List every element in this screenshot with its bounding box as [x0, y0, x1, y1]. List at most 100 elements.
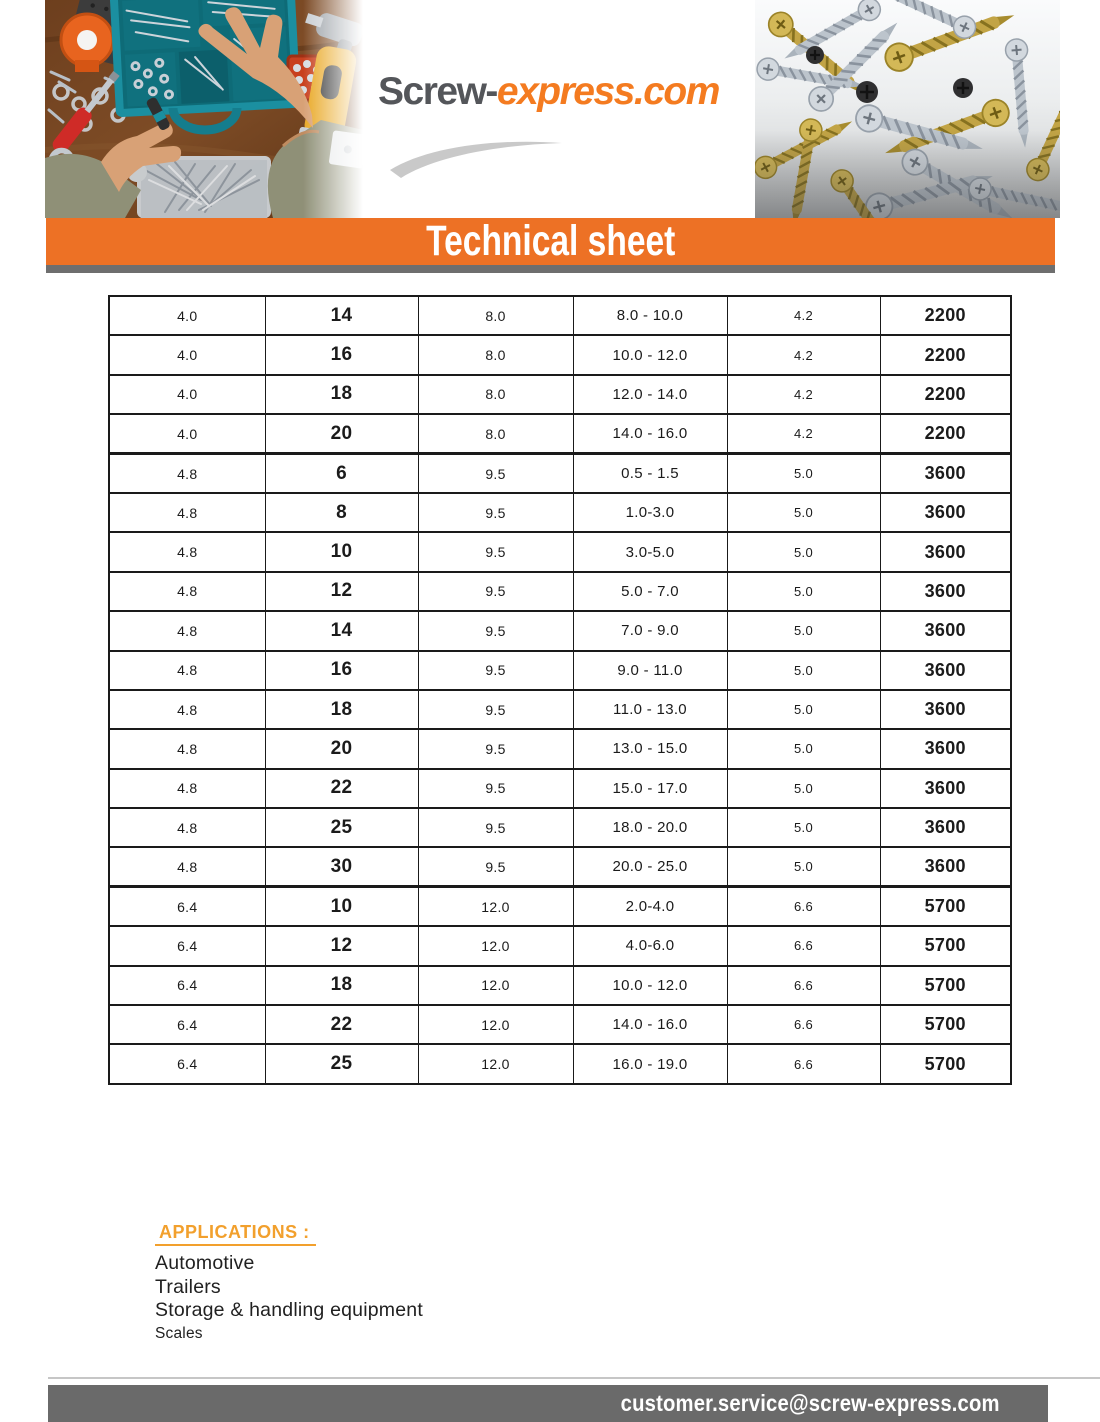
logo-text: Screw-express.com	[378, 70, 738, 114]
table-cell: 6.4	[108, 964, 266, 1007]
table-cell: 4.2	[726, 294, 881, 337]
table-cell: 8.0	[417, 413, 574, 455]
table-cell: 20.0 - 25.0	[572, 846, 728, 888]
table-cell: 5.0	[726, 531, 881, 573]
table-cell: 5700	[879, 1004, 1012, 1046]
logo-text-primary: Screw-	[378, 70, 498, 113]
table-cell: 10.0 - 12.0	[572, 964, 728, 1007]
table-cell: 12	[264, 570, 419, 613]
table-cell: 25	[264, 1043, 419, 1085]
table-cell: 6.4	[108, 885, 266, 928]
table-cell: 5.0	[726, 767, 881, 810]
table-row: 6.4 12 12.0 4.0-6.0 6.6 5700	[108, 925, 1012, 967]
table-cell: 4.0	[108, 373, 266, 416]
logo-text-secondary: express.com	[496, 70, 720, 113]
table-row: 6.4 10 12.0 2.0-4.0 6.6 5700	[108, 885, 1012, 928]
table-cell: 8.0 - 10.0	[572, 294, 728, 337]
table-cell: 14	[264, 294, 419, 337]
workbench-photo	[45, 0, 363, 218]
table-row: 6.4 18 12.0 10.0 - 12.0 6.6 5700	[108, 964, 1012, 1007]
application-item: Automotive	[155, 1252, 255, 1274]
table-cell: 5.0	[726, 570, 881, 613]
table-cell: 12.0	[417, 1043, 574, 1085]
table-cell: 4.2	[726, 413, 881, 455]
table-row: 4.8 30 9.5 20.0 - 25.0 5.0 3600	[108, 846, 1012, 888]
table-cell: 18	[264, 964, 419, 1007]
table-cell: 5700	[879, 964, 1012, 1007]
table-cell: 14	[264, 610, 419, 652]
table-cell: 9.5	[417, 688, 574, 731]
table-cell: 6.6	[726, 1004, 881, 1046]
table-cell: 9.0 - 11.0	[572, 649, 728, 691]
table-cell: 7.0 - 9.0	[572, 610, 728, 652]
table-cell: 12.0	[417, 925, 574, 967]
table-cell: 6.4	[108, 925, 266, 967]
table-cell: 5700	[879, 885, 1012, 928]
table-row: 4.8 10 9.5 3.0-5.0 5.0 3600	[108, 531, 1012, 573]
table-cell: 4.8	[108, 846, 266, 888]
header: Screw-express.com	[0, 0, 1100, 218]
table-cell: 20	[264, 728, 419, 770]
table-cell: 1.0-3.0	[572, 491, 728, 534]
table-cell: 5.0	[726, 846, 881, 888]
table-cell: 6.6	[726, 885, 881, 928]
table-cell: 12.0	[417, 885, 574, 928]
spec-table: 4.0 14 8.0 8.0 - 10.0 4.2 2200 4.0 16 8.0 10.0 - …	[108, 294, 1012, 1085]
table-cell: 9.5	[417, 649, 574, 691]
table-cell: 5.0	[726, 688, 881, 731]
table-cell: 9.5	[417, 570, 574, 613]
banner: Technical sheet	[46, 218, 1055, 265]
table-cell: 5.0	[726, 649, 881, 691]
table-cell: 3600	[879, 452, 1012, 494]
table-cell: 8.0	[417, 294, 574, 337]
footer-divider-line	[48, 1377, 1100, 1379]
table-cell: 5700	[879, 925, 1012, 967]
table-cell: 18	[264, 688, 419, 731]
table-cell: 2200	[879, 413, 1012, 455]
table-cell: 4.2	[726, 373, 881, 416]
screws-photo	[755, 0, 1060, 218]
table-cell: 8.0	[417, 373, 574, 416]
table-cell: 16	[264, 334, 419, 376]
table-cell: 16.0 - 19.0	[572, 1043, 728, 1085]
table-cell: 2200	[879, 373, 1012, 416]
footer-email: customer.service@screw-express.com	[620, 1390, 1000, 1416]
table-cell: 18	[264, 373, 419, 416]
applications-list: Automotive Trailers Storage & handling equ…	[155, 1252, 423, 1345]
table-cell: 5.0	[726, 452, 881, 494]
table-cell: 9.5	[417, 491, 574, 534]
application-item: Storage & handling equipment	[155, 1299, 423, 1321]
table-cell: 11.0 - 13.0	[572, 688, 728, 731]
table-cell: 9.5	[417, 767, 574, 810]
table-cell: 9.5	[417, 531, 574, 573]
table-cell: 25	[264, 807, 419, 849]
table-cell: 9.5	[417, 728, 574, 770]
table-cell: 5.0	[726, 610, 881, 652]
banner-shadow-bar	[46, 265, 1055, 273]
table-cell: 4.0-6.0	[572, 925, 728, 967]
table-cell: 9.5	[417, 807, 574, 849]
table-cell: 2.0-4.0	[572, 885, 728, 928]
table-cell: 10.0 - 12.0	[572, 334, 728, 376]
banner-title: Technical sheet	[425, 217, 676, 265]
table-cell: 3600	[879, 767, 1012, 810]
table-row: 4.8 6 9.5 0.5 - 1.5 5.0 3600	[108, 452, 1012, 494]
table-cell: 4.8	[108, 767, 266, 810]
applications-section: APPLICATIONS : Automotive Trailers Storage…	[155, 1222, 423, 1345]
table-row: 6.4 22 12.0 14.0 - 16.0 6.6 5700	[108, 1004, 1012, 1046]
table-cell: 3600	[879, 846, 1012, 888]
table-cell: 6.6	[726, 964, 881, 1007]
table-cell: 5.0	[726, 728, 881, 770]
table-row: 6.4 25 12.0 16.0 - 19.0 6.6 5700	[108, 1043, 1012, 1085]
table-cell: 3600	[879, 807, 1012, 849]
table-row: 4.0 14 8.0 8.0 - 10.0 4.2 2200	[108, 294, 1012, 337]
table-cell: 13.0 - 15.0	[572, 728, 728, 770]
table-row: 4.8 25 9.5 18.0 - 20.0 5.0 3600	[108, 807, 1012, 849]
table-cell: 5700	[879, 1043, 1012, 1085]
table-cell: 12.0	[417, 1004, 574, 1046]
table-row: 4.0 20 8.0 14.0 - 16.0 4.2 2200	[108, 413, 1012, 455]
table-cell: 8	[264, 491, 419, 534]
table-cell: 18.0 - 20.0	[572, 807, 728, 849]
table-cell: 15.0 - 17.0	[572, 767, 728, 810]
